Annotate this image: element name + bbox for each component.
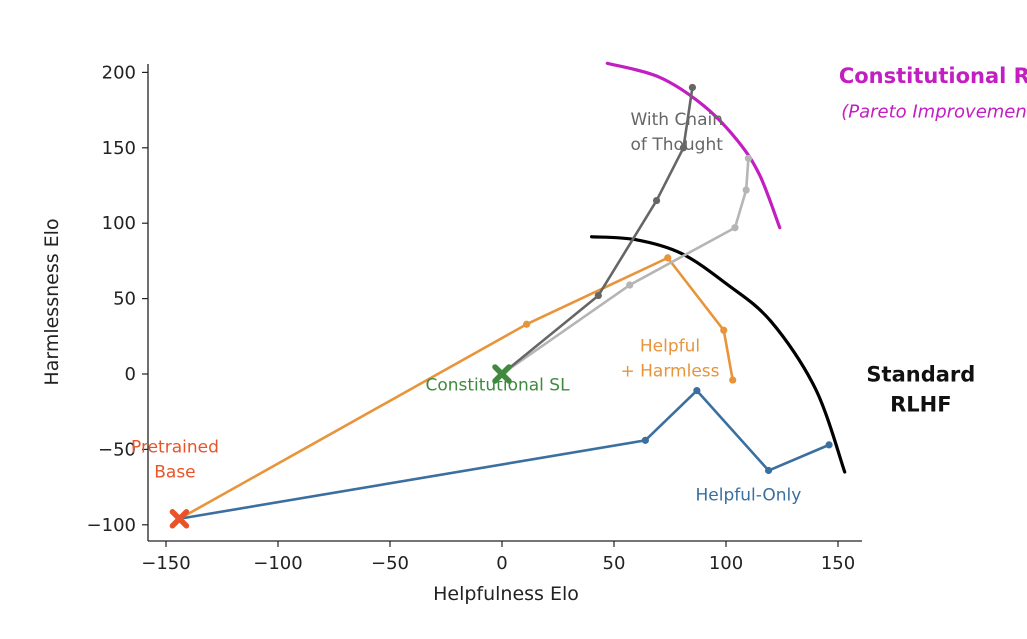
annotations: With Chain of Thought Pretrained Base Consti… xyxy=(131,64,1027,506)
point-chain-of-thought-1 xyxy=(594,291,602,300)
y-tick-label: 200 xyxy=(102,62,136,83)
marker-pretrained-base xyxy=(169,509,190,529)
point-constitutional-rl-4 xyxy=(744,154,753,162)
frontiers xyxy=(590,61,847,474)
point-helpful-only-1 xyxy=(641,436,649,444)
point-chain-of-thought-4 xyxy=(688,83,697,92)
point-helpful-harmless-4 xyxy=(729,376,737,384)
annotation-with-cot: With Chain of Thought xyxy=(630,110,723,155)
x-tick-label: 100 xyxy=(709,553,743,574)
y-axis-title: Harmlessness Elo xyxy=(41,218,63,385)
point-helpful-harmless-1 xyxy=(523,320,531,328)
point-constitutional-rl-2 xyxy=(731,224,739,232)
point-helpful-only-4 xyxy=(825,441,833,449)
y-tick-label: 0 xyxy=(125,364,136,385)
annotation-standard-rlhf: Standard RLHF xyxy=(866,363,975,417)
y-tick-label: 100 xyxy=(102,213,136,234)
marker-constitutional-sl xyxy=(492,364,512,384)
point-helpful-harmless-2 xyxy=(664,254,672,262)
x-axis-title: Helpfulness Elo xyxy=(433,583,579,605)
point-helpful-harmless-3 xyxy=(720,326,728,334)
y-tick-label: 150 xyxy=(102,138,136,159)
point-chain-of-thought-2 xyxy=(652,196,661,205)
point-chain-of-thought-3 xyxy=(679,144,688,152)
x-tick-label: 150 xyxy=(821,553,855,574)
x-tick-label: −150 xyxy=(141,553,190,574)
point-helpful-only-2 xyxy=(693,386,701,395)
series-line-constitutional-rl xyxy=(501,158,750,376)
x-tick-label: 50 xyxy=(603,553,626,574)
frontier-constitutional-rl xyxy=(605,61,782,230)
x-tick-label: 0 xyxy=(496,553,507,574)
y-tick-label: −100 xyxy=(87,515,136,536)
frontier-standard-rlhf xyxy=(590,235,847,474)
y-tick-label: −50 xyxy=(98,439,136,460)
annotation-helpful-harmless: Helpful + Harmless xyxy=(621,336,720,381)
series-line-chain-of-thought xyxy=(501,87,694,376)
x-tick-label: −50 xyxy=(371,553,409,574)
annotation-const-sl: Constitutional SL xyxy=(425,376,570,396)
x-tick-label: −100 xyxy=(253,553,302,574)
point-constitutional-rl-1 xyxy=(626,281,634,289)
point-constitutional-rl-3 xyxy=(742,186,750,194)
point-helpful-only-3 xyxy=(764,466,773,475)
series xyxy=(175,83,833,523)
annotation-helpful-only: Helpful-Only xyxy=(696,486,802,506)
y-tick-label: 50 xyxy=(113,289,136,310)
annotation-pretrained: Pretrained Base xyxy=(131,437,219,482)
annotation-pareto: (Pareto Improvement) xyxy=(841,102,1027,123)
markers xyxy=(169,364,512,529)
annotation-const-rl: Constitutional RL xyxy=(839,64,1027,88)
